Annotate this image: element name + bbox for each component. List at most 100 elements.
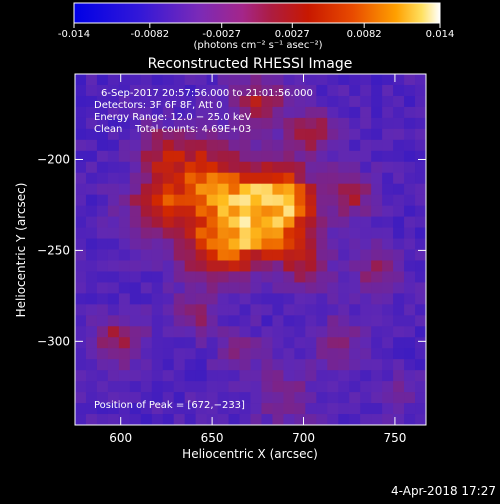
heatmap-cell [382,161,394,174]
heatmap-cell [371,392,383,404]
heatmap-cell [393,150,405,163]
heatmap-cell [272,381,284,393]
heatmap-cell [250,271,262,283]
heatmap-cell [349,216,361,228]
heatmap-cell [305,84,317,97]
heatmap-cell [206,271,218,283]
heatmap-cell [338,84,350,97]
heatmap-cell [294,84,306,97]
heatmap-cell [195,249,208,261]
heatmap-cell [228,84,240,97]
heatmap-cell [404,216,416,228]
heatmap-cell [162,128,175,141]
heatmap-cell [107,315,120,327]
heatmap-cell [173,315,186,327]
heatmap-cell [415,381,427,393]
heatmap-cell [327,293,339,305]
heatmap-cell [85,128,98,141]
heatmap-cell [404,326,416,338]
heatmap-cell [195,95,208,108]
heatmap-cell [283,84,295,97]
heatmap-cell [206,106,218,119]
heatmap-cell [184,392,197,404]
heatmap-cell [184,403,197,415]
heatmap-cell [75,370,87,382]
heatmap-cell [206,183,218,196]
heatmap-cell [305,95,317,108]
heatmap-cell [316,293,328,305]
heatmap-cell [371,139,383,152]
heatmap-cell [129,315,142,327]
heatmap-cell [404,249,416,261]
heatmap-cell [360,370,372,382]
heatmap-cell [195,238,208,250]
heatmap-cell [349,271,361,283]
heatmap-cell [316,326,328,338]
heatmap-cell [349,260,361,272]
heatmap-cell [96,315,109,327]
heatmap-cell [85,282,98,294]
heatmap-cell [316,348,328,360]
heatmap-cell [316,392,328,404]
heatmap-cell [184,260,197,272]
heatmap-cell [261,337,273,349]
heatmap-cell [338,227,350,239]
heatmap-cell [382,216,394,228]
heatmap-cell [294,260,306,272]
heatmap-cell [228,392,240,404]
heatmap-cell [239,326,251,338]
heatmap-cell [118,150,131,163]
heatmap-cell [107,403,120,415]
heatmap-cell [173,249,186,261]
heatmap-cell [360,381,372,393]
x-tick-label: 700 [292,431,315,445]
heatmap-cell [349,304,361,316]
heatmap-cell [217,227,229,239]
heatmap-cell [228,194,240,207]
heatmap-cell [85,359,98,371]
heatmap-cell [75,271,87,283]
heatmap-cell [371,194,383,207]
heatmap-cell [228,238,240,250]
heatmap-cell [140,370,153,382]
heatmap-cell [415,348,427,360]
heatmap-cell [75,95,87,108]
heatmap-cell [140,161,153,174]
heatmap-cell [217,95,229,108]
heatmap-cell [404,95,416,108]
heatmap-cell [371,216,383,228]
heatmap-cell [404,205,416,217]
heatmap-cell [360,194,372,207]
heatmap-cell [316,74,328,86]
colorbar-tick-label: 0.0027 [275,29,310,40]
heatmap-cell [283,249,295,261]
heatmap-cell [75,337,87,349]
heatmap-cell [250,348,262,360]
heatmap-cell [184,370,197,382]
heatmap-cell [250,326,262,338]
heatmap-cell [316,337,328,349]
heatmap-cell [173,381,186,393]
heatmap-cell [129,381,142,393]
heatmap-cell [107,370,120,382]
heatmap-cell [162,337,175,349]
heatmap-cell [250,161,262,174]
heatmap-cell [349,392,361,404]
heatmap-cell [349,194,361,207]
heatmap-cell [75,403,87,415]
heatmap-cell [393,370,405,382]
heatmap-cell [371,260,383,272]
heatmap-cell [250,227,262,239]
heatmap-cell [96,414,109,426]
heatmap-cell [239,249,251,261]
heatmap-cell [96,106,109,119]
heatmap-cell [162,403,175,415]
heatmap-cell [107,304,120,316]
heatmap-cell [415,172,427,185]
heatmap-cell [371,326,383,338]
heatmap-cell [140,293,153,305]
heatmap-cell [305,249,317,261]
heatmap-cell [206,282,218,294]
heatmap-cell [261,403,273,415]
heatmap-cell [140,337,153,349]
